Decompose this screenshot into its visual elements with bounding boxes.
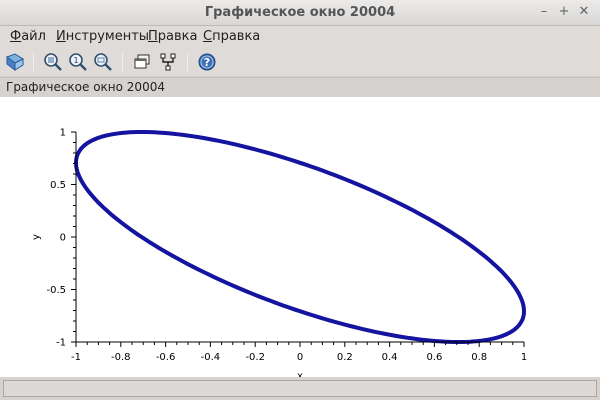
title-bar: Графическое окно 20004 – + ✕ xyxy=(0,0,600,26)
menu-file-mnemonic: Ф xyxy=(10,29,22,44)
svg-text:1: 1 xyxy=(73,56,78,65)
zoom-grid-button[interactable] xyxy=(42,51,64,73)
menu-edit-mnemonic: П xyxy=(148,29,158,44)
x-axis-label: x xyxy=(297,371,303,377)
menu-tools-mnemonic: И xyxy=(56,29,66,44)
figure-label: Графическое окно 20004 xyxy=(6,80,165,94)
minimize-button[interactable]: – xyxy=(540,4,548,19)
menu-tools-label: нструменты xyxy=(65,29,150,44)
zoom-out-button[interactable] xyxy=(92,51,114,73)
menu-bar: Файл Инструменты Правка Справка xyxy=(0,26,600,48)
y-ticks: 1 0.5 0 -0.5 -1 xyxy=(46,128,76,349)
menu-edit-label: равка xyxy=(157,29,198,44)
rotate-button[interactable] xyxy=(4,51,26,73)
x-tick-label: 1 xyxy=(521,352,527,363)
window-button[interactable] xyxy=(131,51,153,73)
help-icon: ? xyxy=(198,53,216,71)
figure-label-bar: Графическое окно 20004 xyxy=(0,77,600,97)
x-tick-label: -0.8 xyxy=(111,352,131,363)
x-tick-label: 0 xyxy=(297,352,303,363)
y-tick-label: 0.5 xyxy=(50,180,66,191)
menu-help[interactable]: Справка xyxy=(203,29,260,44)
y-tick-label: -0.5 xyxy=(46,285,66,296)
zoom-in-button[interactable]: 1 xyxy=(67,51,89,73)
series-curve xyxy=(73,130,527,344)
svg-text:?: ? xyxy=(204,56,210,69)
datatip-icon xyxy=(160,53,176,71)
y-tick-label: 0 xyxy=(60,233,66,244)
y-tick-label: -1 xyxy=(56,338,66,349)
menu-help-mnemonic: С xyxy=(203,29,213,44)
zoom-grid-icon xyxy=(44,53,62,71)
y-tick-label: 1 xyxy=(60,128,66,139)
y-axis-label: y xyxy=(31,234,42,240)
rotate-icon xyxy=(5,53,25,71)
x-tick-label: -0.4 xyxy=(201,352,221,363)
status-bar xyxy=(0,377,600,400)
x-tick-label: 0.4 xyxy=(382,352,398,363)
window-title: Графическое окно 20004 xyxy=(204,5,396,20)
x-ticks: -1 -0.8 -0.6 -0.4 -0.2 0 0.2 0.4 0.6 0.8 1 xyxy=(71,342,527,363)
window-icon xyxy=(134,54,150,69)
close-button[interactable]: ✕ xyxy=(578,4,590,19)
x-tick-label: -1 xyxy=(71,352,81,363)
x-tick-label: 0.6 xyxy=(426,352,442,363)
menu-tools[interactable]: Инструменты xyxy=(56,29,149,44)
plot-canvas[interactable]: -1 -0.8 -0.6 -0.4 -0.2 0 0.2 0.4 0.6 0.8 1 1 0.5 0 -0… xyxy=(0,97,600,377)
toolbar-separator xyxy=(122,53,123,71)
toolbar-separator xyxy=(187,53,188,71)
zoom-out-icon xyxy=(94,53,112,71)
x-tick-label: 0.8 xyxy=(471,352,487,363)
help-button[interactable]: ? xyxy=(196,51,218,73)
x-tick-label: -0.6 xyxy=(156,352,176,363)
menu-help-label: правка xyxy=(212,29,261,44)
menu-edit[interactable]: Правка xyxy=(148,29,197,44)
x-tick-label: -0.2 xyxy=(245,352,265,363)
menu-file[interactable]: Файл xyxy=(10,29,46,44)
zoom-in-icon: 1 xyxy=(69,53,87,71)
x-tick-label: 0.2 xyxy=(337,352,353,363)
menu-file-label: айл xyxy=(21,29,46,44)
maximize-button[interactable]: + xyxy=(558,4,570,19)
status-field xyxy=(3,380,597,397)
plot-svg: -1 -0.8 -0.6 -0.4 -0.2 0 0.2 0.4 0.6 0.8 1 1 0.5 0 -0… xyxy=(31,128,527,378)
toolbar: 1 ? xyxy=(0,48,600,76)
datatip-button[interactable] xyxy=(157,51,179,73)
toolbar-separator xyxy=(33,53,34,71)
